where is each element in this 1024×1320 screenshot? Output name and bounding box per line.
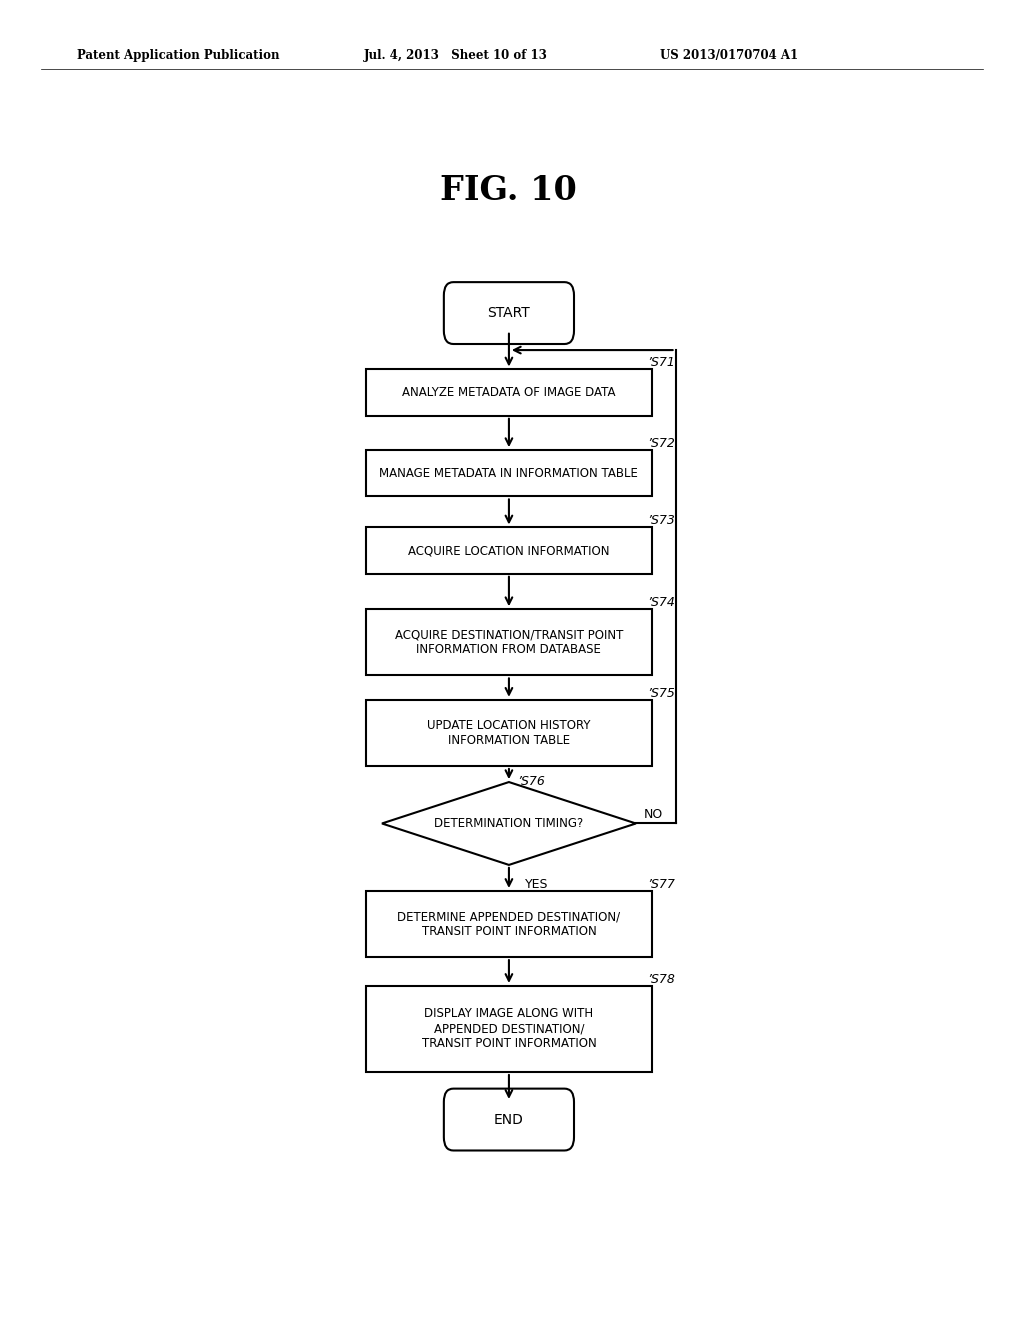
- Text: YES: YES: [524, 878, 548, 891]
- Text: US 2013/0170704 A1: US 2013/0170704 A1: [660, 49, 799, 62]
- Text: START: START: [487, 306, 530, 319]
- Text: ACQUIRE DESTINATION/TRANSIT POINT
INFORMATION FROM DATABASE: ACQUIRE DESTINATION/TRANSIT POINT INFORM…: [394, 628, 624, 656]
- Bar: [367, 700, 651, 766]
- Polygon shape: [382, 781, 636, 865]
- Text: ’S74: ’S74: [648, 597, 676, 609]
- Text: ’S73: ’S73: [648, 515, 676, 528]
- Bar: [367, 370, 651, 416]
- Text: DETERMINE APPENDED DESTINATION/
TRANSIT POINT INFORMATION: DETERMINE APPENDED DESTINATION/ TRANSIT …: [397, 909, 621, 939]
- Bar: [367, 528, 651, 574]
- Bar: [367, 891, 651, 957]
- Bar: [367, 986, 651, 1072]
- Bar: [367, 450, 651, 496]
- Text: MANAGE METADATA IN INFORMATION TABLE: MANAGE METADATA IN INFORMATION TABLE: [380, 467, 638, 479]
- Text: Patent Application Publication: Patent Application Publication: [77, 49, 280, 62]
- FancyBboxPatch shape: [443, 282, 574, 345]
- Text: DETERMINATION TIMING?: DETERMINATION TIMING?: [434, 817, 584, 830]
- FancyBboxPatch shape: [443, 1089, 574, 1151]
- Text: ’S77: ’S77: [648, 878, 676, 891]
- Text: ’S75: ’S75: [648, 686, 676, 700]
- Text: UPDATE LOCATION HISTORY
INFORMATION TABLE: UPDATE LOCATION HISTORY INFORMATION TABL…: [427, 719, 591, 747]
- Text: ACQUIRE LOCATION INFORMATION: ACQUIRE LOCATION INFORMATION: [409, 544, 609, 557]
- Text: ’S72: ’S72: [648, 437, 676, 450]
- Text: DISPLAY IMAGE ALONG WITH
APPENDED DESTINATION/
TRANSIT POINT INFORMATION: DISPLAY IMAGE ALONG WITH APPENDED DESTIN…: [422, 1007, 596, 1051]
- Text: ’S76: ’S76: [517, 775, 545, 788]
- Bar: [367, 609, 651, 676]
- Text: ANALYZE METADATA OF IMAGE DATA: ANALYZE METADATA OF IMAGE DATA: [402, 387, 615, 399]
- Text: ’S78: ’S78: [648, 973, 676, 986]
- Text: END: END: [494, 1113, 524, 1126]
- Text: ’S71: ’S71: [648, 356, 676, 370]
- Text: NO: NO: [644, 808, 664, 821]
- Text: FIG. 10: FIG. 10: [440, 174, 578, 207]
- Text: Jul. 4, 2013   Sheet 10 of 13: Jul. 4, 2013 Sheet 10 of 13: [364, 49, 548, 62]
